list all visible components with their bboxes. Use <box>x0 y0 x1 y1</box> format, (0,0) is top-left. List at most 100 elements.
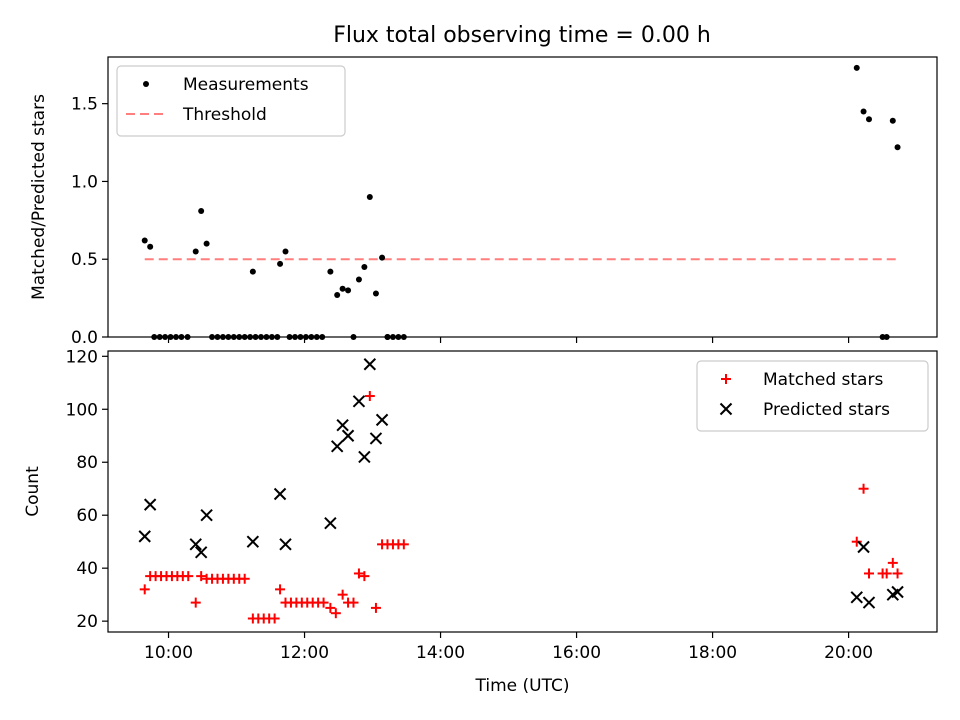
predicted-star-point <box>375 413 389 427</box>
x-stroke-2 <box>363 358 377 371</box>
matched-star-point <box>892 568 903 579</box>
predicted-star-point <box>279 538 292 551</box>
matched-star-point <box>353 568 364 579</box>
legend-label: Threshold <box>182 105 267 125</box>
y-tick-label: 0.5 <box>71 250 98 270</box>
predicted-star-point <box>189 538 202 551</box>
y-axis-label: Matched/Predicted stars <box>29 94 49 300</box>
predicted-star-point <box>369 432 383 445</box>
predicted-star-point <box>850 591 863 604</box>
x-tick-label: 18:00 <box>688 643 737 663</box>
legend-label: Matched stars <box>763 370 883 390</box>
measurement-point <box>147 243 154 250</box>
measurement-point <box>198 208 205 214</box>
predicted-star-point <box>857 540 870 554</box>
matched-star-point <box>337 589 348 600</box>
matched-star-point <box>330 608 341 619</box>
measurement-point <box>334 292 341 298</box>
measurement-point <box>249 268 256 275</box>
measurement-point <box>141 237 148 244</box>
predicted-star-point <box>862 596 876 609</box>
matched-star-point <box>364 391 375 402</box>
x-tick-label: 10:00 <box>144 643 193 663</box>
predicted-star-point <box>341 429 355 442</box>
legend-box <box>696 360 929 432</box>
measurement-point <box>865 116 872 123</box>
measurement-point <box>192 248 199 255</box>
measurement-point <box>860 108 867 115</box>
legend-x-icon <box>719 402 733 416</box>
predicted-star-point <box>273 487 287 501</box>
predicted-star-point <box>194 546 208 559</box>
x-stroke-2 <box>194 546 208 559</box>
measurement-point <box>345 287 352 294</box>
y-tick-label: 20 <box>76 612 98 632</box>
legend: Matched stars Predicted stars <box>696 360 929 432</box>
matched-star-point <box>359 571 370 582</box>
predicted-star-point <box>246 535 260 548</box>
matched-star-point <box>348 597 359 608</box>
y-tick-label: 80 <box>76 453 98 473</box>
x-stroke-2 <box>330 440 344 453</box>
matched-star-point <box>881 568 892 579</box>
matched-star-point <box>269 613 280 624</box>
matched-star-point <box>858 483 869 494</box>
x-stroke-2 <box>138 530 151 543</box>
x-stroke-2 <box>246 535 260 548</box>
measurement-point <box>889 117 896 124</box>
predicted-star-point <box>143 498 157 511</box>
matched-star-point <box>183 571 194 582</box>
x-stroke-2 <box>375 413 389 427</box>
matched-star-point <box>196 571 207 582</box>
axes-frame <box>107 56 938 338</box>
y-tick-label: 1.5 <box>71 95 98 115</box>
x-axis-label: Time (UTC) <box>475 676 570 696</box>
matched-star-point <box>325 602 336 613</box>
predicted-star-point <box>352 395 366 408</box>
legend-dot-icon <box>143 81 149 87</box>
legend: Measurements Threshold <box>116 65 346 137</box>
x-stroke-2 <box>850 591 863 604</box>
x-tick-label: 16:00 <box>552 643 601 663</box>
matched-star-point <box>139 584 150 595</box>
predicted-star-point <box>891 585 904 599</box>
matched-star-point <box>887 557 898 568</box>
x-tick-label: 20:00 <box>824 643 873 663</box>
matched-star-point <box>370 602 381 613</box>
measurement-point <box>355 276 362 283</box>
matched-star-point <box>318 597 329 608</box>
measurement-point <box>366 194 373 200</box>
legend-box <box>116 65 346 137</box>
top-panel: 0.0 0.5 1.0 1.5 Matched/Predicted stars Measu… <box>29 56 938 348</box>
measurement-point <box>372 290 379 297</box>
predicted-star-point <box>330 440 344 453</box>
x-stroke-2 <box>273 487 287 501</box>
predicted-star-point <box>138 530 151 543</box>
measurement-point <box>339 285 346 292</box>
x-stroke-2 <box>143 498 157 511</box>
bottom-panel: 20 40 60 80 100 120 10:00 12:00 14:00 16:00 18:00 2… <box>23 347 938 696</box>
measurement-point <box>203 240 210 247</box>
x-stroke-2 <box>862 596 876 609</box>
measurement-point <box>379 254 386 261</box>
y-tick-label: 120 <box>66 347 98 367</box>
matched-star-point <box>190 597 201 608</box>
chart-title: Flux total observing time = 0.00 h <box>333 23 711 48</box>
measurement-point <box>853 64 860 71</box>
y-axis-label: Count <box>23 466 43 517</box>
axes-frame <box>107 350 938 633</box>
matched-star-point <box>239 573 250 584</box>
x-tick-label: 14:00 <box>416 643 465 663</box>
x-stroke-2 <box>369 432 383 445</box>
measurement-point <box>361 264 368 270</box>
x-stroke-2 <box>336 418 349 432</box>
measurement-point <box>327 268 334 275</box>
y-tick-label: 100 <box>66 400 98 420</box>
x-stroke-2 <box>341 429 355 442</box>
x-stroke-2 <box>189 538 202 551</box>
measurement-point <box>282 248 289 255</box>
predicted-star-point <box>363 358 377 371</box>
matched-star-point <box>275 584 286 595</box>
x-stroke-2 <box>324 516 337 530</box>
